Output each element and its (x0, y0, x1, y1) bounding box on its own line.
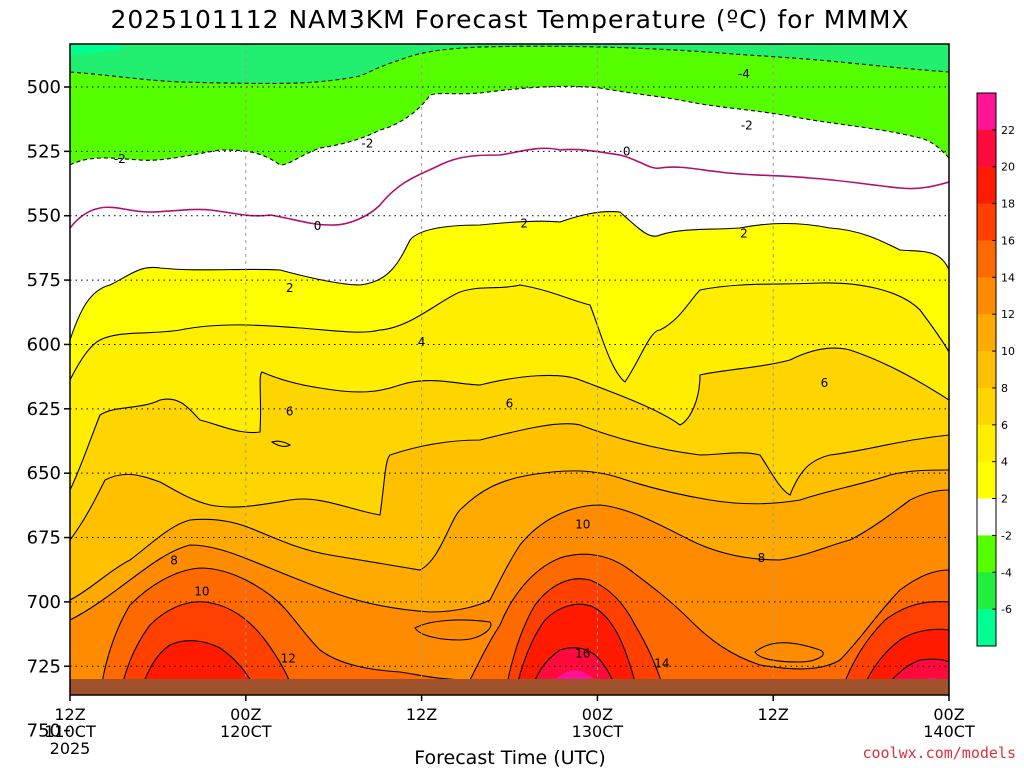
contour-8 (70, 423, 949, 541)
colorbar-swatch (977, 129, 996, 168)
ytick-label: 675 (27, 528, 61, 549)
contour-label: 16 (575, 646, 590, 660)
contour-label: 6 (821, 376, 829, 390)
xtick-date-label: 120CT (220, 722, 272, 741)
ytick-label: 750 (27, 721, 61, 742)
contour-label: 4 (418, 335, 426, 349)
contour-label: 14 (654, 657, 669, 671)
colorbar-swatch (977, 240, 996, 278)
contour-12 (70, 489, 949, 621)
colorbar-label: 8 (1001, 382, 1008, 395)
contour-label: -2 (361, 137, 373, 151)
band-18-red (140, 604, 949, 695)
contour-label: 12 (281, 652, 296, 666)
contour-label: 0 (623, 144, 631, 158)
contour-label: 0 (314, 219, 322, 233)
colorbar-swatch (977, 498, 996, 536)
contour-label: -4 (738, 67, 750, 81)
band-minus6-cyan (70, 44, 120, 55)
colorbar-swatch (977, 535, 996, 573)
contour-label: 2 (520, 216, 528, 230)
xtick-date-label: 140CT (923, 722, 975, 741)
ytick-label: 575 (27, 270, 61, 291)
contour-label: 2 (286, 281, 294, 295)
colorbar-swatch (977, 351, 996, 389)
colorbar-label: 16 (1001, 234, 1015, 247)
colorbar-label: 4 (1001, 456, 1008, 469)
contour-label: -2 (741, 119, 753, 133)
colorbar: 22 20 18 16 14 12 10 8 6 4 2 -2 -4 -6 (976, 92, 1015, 647)
colorbar-swatch (977, 461, 996, 500)
plot-frame (69, 43, 950, 696)
ytick-label: 525 (27, 141, 61, 162)
colorbar-label: -2 (1001, 529, 1012, 542)
colorbar-swatch (977, 314, 996, 352)
contour-16 (119, 578, 949, 695)
contour-2 (70, 211, 949, 341)
contour-label: 10 (575, 518, 590, 532)
ytick-label: 650 (27, 463, 61, 484)
contour-label: 6 (286, 404, 294, 418)
xtick-date-label: 110CT (44, 722, 96, 741)
x-axis-label: Forecast Time (UTC) (414, 747, 605, 768)
contour-4 (70, 282, 949, 383)
plot-area: -4-2-2-200222466688101012121416 (70, 44, 949, 695)
chart-title: 2025101112 NAM3KM Forecast Temperature (… (110, 5, 909, 34)
colorbar-label: -4 (1001, 566, 1012, 579)
band-minus6-top (70, 44, 949, 84)
colorbar-label: 10 (1001, 345, 1015, 358)
xtick-date-label: 130CT (572, 722, 624, 741)
colorbar-swatch (977, 572, 996, 610)
colorbar-label: 18 (1001, 198, 1015, 211)
contour-label: -2 (114, 152, 126, 166)
contour-10 (70, 469, 949, 601)
xtick-label: 00Z (933, 705, 964, 724)
contour-14 (99, 553, 949, 695)
ytick-label: 725 (27, 656, 61, 677)
contour-minus4 (70, 45, 949, 84)
ytick-label: 500 (27, 77, 61, 98)
colorbar-swatch (977, 609, 996, 647)
colorbar-label: 2 (1001, 493, 1008, 506)
contour-12-inner (414, 619, 492, 641)
pressure-axis: 500525550575600625650675700725750775 (27, 77, 70, 742)
contour-label: 8 (170, 554, 178, 568)
zero-degree-line (70, 147, 949, 229)
colorbar-label: 12 (1001, 308, 1015, 321)
contour-18 (139, 603, 949, 695)
contour-label: 2 (740, 227, 748, 241)
colorbar-label: 6 (1001, 419, 1008, 432)
xtick-label: 12Z (758, 705, 789, 724)
band-20-pink (170, 647, 949, 695)
colorbar-swatch (977, 93, 996, 131)
colorbar-label: 20 (1001, 161, 1015, 174)
ytick-label: 625 (27, 399, 61, 420)
terrain-ground (70, 679, 949, 695)
credit-text: coolwx.com/models (862, 744, 1016, 762)
colorbar-label: 14 (1001, 271, 1015, 284)
colorbar-swatch (977, 166, 996, 205)
ytick-label: 700 (27, 592, 61, 613)
contour-label: 8 (758, 551, 766, 565)
contour-6 (70, 347, 949, 491)
xtick-label: 12Z (54, 705, 85, 724)
colorbar-swatch (977, 424, 996, 463)
colorbar-frame (976, 92, 997, 647)
ytick-label: 550 (27, 206, 61, 227)
xtick-label: 00Z (230, 705, 261, 724)
xtick-label: 00Z (582, 705, 613, 724)
ytick-label: 600 (27, 334, 61, 355)
xtick-year-label: 2025 (50, 739, 91, 758)
colorbar-swatch (977, 203, 996, 241)
contour-label: 6 (506, 397, 514, 411)
colorbar-label: 22 (1001, 124, 1015, 137)
colorbar-swatch (977, 387, 996, 426)
colorbar-swatch (977, 277, 996, 315)
contour-label: 10 (194, 585, 209, 599)
colorbar-label: -6 (1001, 603, 1012, 616)
contour-small-loop (270, 440, 292, 447)
xtick-label: 12Z (406, 705, 437, 724)
